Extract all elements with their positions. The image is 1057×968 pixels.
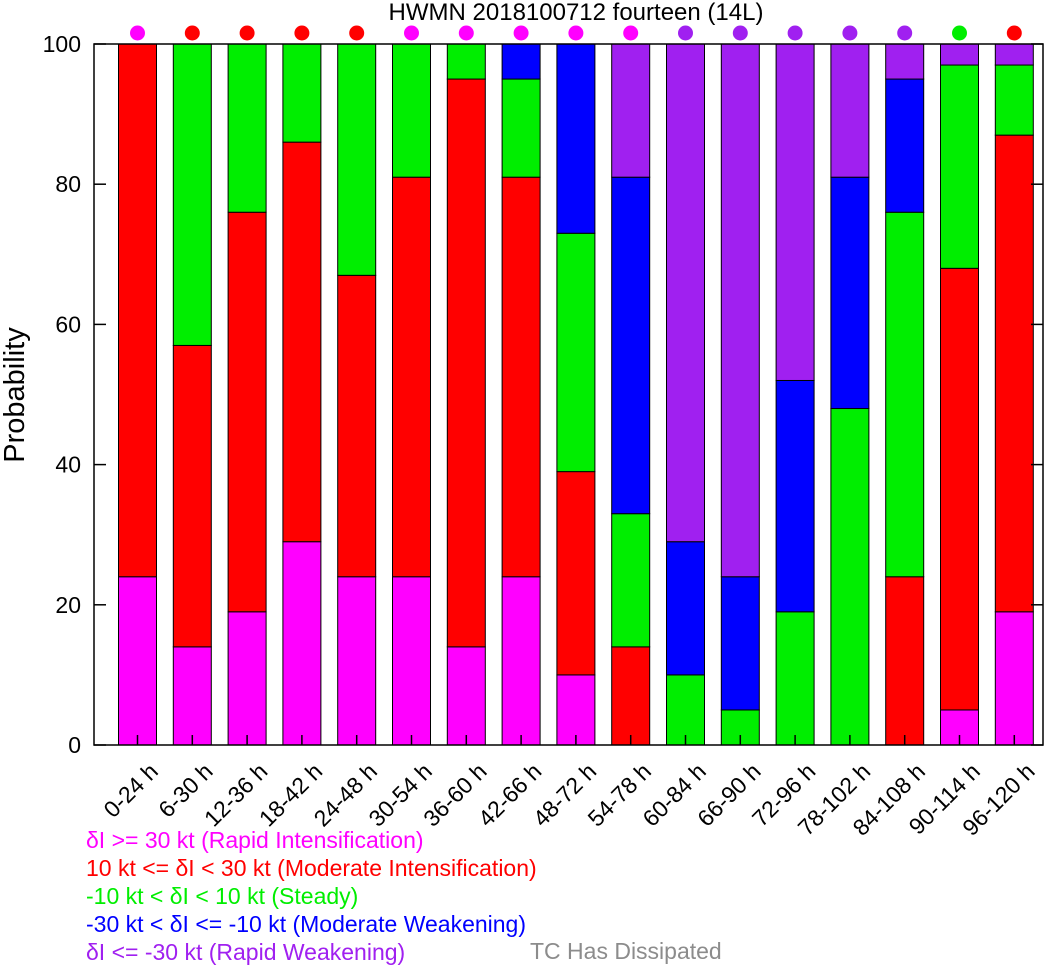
bar-segment-st-8	[556, 232, 596, 473]
status-marker-15	[952, 25, 967, 41]
legend-item-moderate-weakening: -30 kt < δI <= -10 kt (Moderate Weakenin…	[86, 911, 527, 937]
bar-segment-st-15	[940, 64, 979, 269]
bar-segment-mi-1	[172, 344, 212, 648]
bar-segment-ri-7	[501, 576, 541, 746]
bar-segment-st-10	[666, 674, 705, 746]
bar-segment-mw-8	[556, 43, 596, 234]
legend: δI >= 30 kt (Rapid Intensification) 10 k…	[86, 826, 537, 966]
bar-segment-st-6	[446, 43, 486, 80]
bar-segment-mi-2	[227, 211, 267, 613]
status-marker-16	[1006, 25, 1022, 41]
y-tick-label-1: 20	[55, 592, 81, 618]
bar-segment-rw-11	[720, 43, 760, 578]
status-marker-7	[513, 25, 529, 41]
bar-segment-ri-3	[282, 541, 322, 746]
status-marker-12	[787, 25, 803, 41]
bar-segment-ri-0	[118, 576, 157, 746]
bar-segment-st-3	[282, 43, 322, 143]
y-tick-label-4: 80	[55, 171, 81, 197]
bar-segment-ri-4	[337, 576, 377, 746]
legend-item-steady: -10 kt < δI < 10 kt (Steady)	[86, 883, 359, 909]
bar-segment-mw-12	[775, 379, 815, 613]
bar-segment-rw-14	[885, 43, 925, 80]
x-tick-label-0: 0-24 h	[98, 758, 163, 823]
chart-title: HWMN 2018100712 fourteen (14L)	[389, 0, 764, 26]
bar-segment-st-9	[611, 513, 651, 648]
y-axis-label: Probability	[0, 327, 31, 463]
bar-segment-ri-8	[556, 674, 596, 746]
bar-segment-rw-13	[830, 43, 870, 178]
bar-segment-mi-5	[392, 176, 431, 578]
bar-segment-rw-9	[611, 43, 651, 178]
bar-segment-ri-2	[227, 611, 267, 746]
status-marker-3	[294, 25, 310, 41]
bar-segment-st-4	[337, 43, 377, 276]
status-marker-4	[349, 25, 365, 41]
bar-segment-mi-0	[118, 43, 157, 578]
status-marker-1	[184, 25, 200, 41]
bar-segment-ri-6	[446, 646, 486, 746]
bar-segment-st-7	[501, 78, 541, 178]
bar-segment-rw-12	[775, 43, 815, 381]
y-tick-label-0: 0	[68, 732, 81, 758]
bar-segment-mw-10	[666, 541, 705, 676]
status-marker-8	[568, 25, 584, 41]
bar-segment-ri-5	[392, 576, 431, 746]
bar-segment-mi-9	[611, 646, 651, 746]
legend-item-rapid-weakening: δI <= -30 kt (Rapid Weakening)	[86, 939, 406, 965]
bar-segment-st-1	[172, 43, 212, 346]
status-marker-10	[678, 25, 693, 41]
bar-segment-mw-7	[501, 43, 541, 80]
bar-segment-mi-7	[501, 176, 541, 578]
status-marker-0	[130, 25, 145, 41]
bar-segment-mi-14	[885, 576, 925, 746]
bar-segment-rw-10	[666, 43, 705, 543]
bar-segment-rw-16	[994, 43, 1034, 66]
y-tick-label-5: 100	[43, 31, 81, 57]
bar-segment-mi-8	[556, 471, 596, 676]
bar-segment-ri-16	[994, 611, 1034, 746]
bar-segment-st-14	[885, 211, 925, 578]
bars-layer	[118, 43, 1034, 746]
bar-segment-ri-1	[172, 646, 212, 746]
y-tick-label-3: 60	[55, 311, 81, 337]
status-marker-11	[732, 25, 748, 41]
bar-segment-rw-15	[940, 43, 979, 66]
status-marker-14	[897, 25, 913, 41]
bar-segment-st-12	[775, 611, 815, 746]
status-marker-2	[239, 25, 255, 41]
top-markers	[130, 25, 1022, 41]
bar-segment-mi-15	[940, 267, 979, 711]
plot-frame	[93, 43, 1044, 746]
legend-item-tc-dissipated: TC Has Dissipated	[530, 938, 722, 964]
bar-segment-st-13	[830, 408, 870, 746]
legend-item-rapid-intensification: δI >= 30 kt (Rapid Intensification)	[86, 827, 424, 853]
status-marker-9	[623, 25, 639, 41]
bar-segment-mi-16	[994, 134, 1034, 613]
bar-segment-st-16	[994, 64, 1034, 136]
status-marker-13	[842, 25, 858, 41]
bar-segment-mw-14	[885, 78, 925, 213]
bar-segment-st-2	[227, 43, 267, 213]
status-marker-6	[458, 25, 474, 41]
legend-item-moderate-intensification: 10 kt <= δI < 30 kt (Moderate Intensific…	[86, 855, 537, 881]
y-tick-label-2: 40	[55, 452, 81, 478]
bar-segment-mi-4	[337, 274, 377, 578]
bar-segment-mw-9	[611, 176, 651, 515]
bar-segment-mw-11	[720, 576, 760, 711]
bar-segment-mw-13	[830, 176, 870, 410]
bar-segment-mi-6	[446, 78, 486, 648]
bar-segment-st-5	[392, 43, 431, 178]
status-marker-5	[404, 25, 419, 41]
bar-segment-mi-3	[282, 141, 322, 543]
